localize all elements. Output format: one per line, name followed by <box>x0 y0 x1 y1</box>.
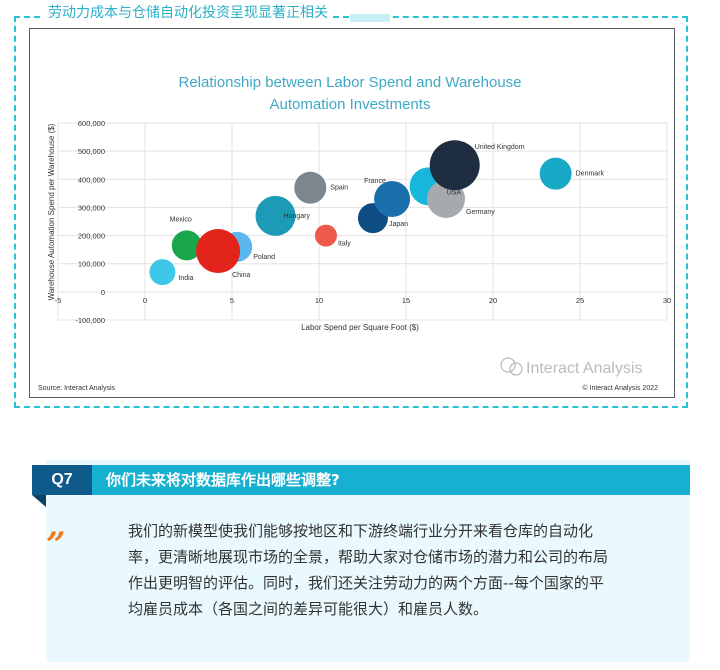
x-tick-label: 20 <box>489 296 497 305</box>
y-tick-label: 500,000 <box>78 147 105 156</box>
answer-text: 我们的新模型使我们能够按地区和下游终端行业分开来看仓库的自动化 率，更清晰地展现… <box>128 518 678 622</box>
question-text: 你们未来将对数据库作出哪些调整? <box>106 471 340 489</box>
x-axis-label: Labor Spend per Square Foot ($) <box>301 323 419 332</box>
x-axis-ticks: -5 0 5 10 15 20 25 30 <box>55 296 672 305</box>
watermark: Interact Analysis <box>500 357 643 377</box>
bubble-hungary <box>255 195 296 236</box>
x-tick-label: 0 <box>143 296 147 305</box>
question-badge: Q7 <box>32 465 92 495</box>
bubble-label: France <box>364 178 386 185</box>
bubble-spain <box>294 171 327 204</box>
bubble-china <box>196 229 241 274</box>
bubble-chart: Relationship between Labor Spend and War… <box>38 74 672 392</box>
x-tick-label: 10 <box>315 296 323 305</box>
chart-title-line-2: Automation Investments <box>270 96 431 113</box>
chart-container: Relationship between Labor Spend and War… <box>29 28 675 398</box>
x-tick-label: 15 <box>402 296 410 305</box>
chart-copyright: © Interact Analysis 2022 <box>582 384 658 392</box>
bubble-label: Hungary <box>284 213 311 220</box>
answer-line: 率，更清晰地展现市场的全景，帮助大家对仓储市场的潜力和公司的布局 <box>128 548 609 566</box>
y-tick-label: 100,000 <box>78 260 105 269</box>
quote-mark-icon: ” <box>46 525 66 565</box>
bubble-label: United Kingdom <box>475 144 525 151</box>
y-axis-label: Warehouse Automation Spend per Warehouse… <box>47 123 56 300</box>
bubble-label: Spain <box>330 185 348 192</box>
y-axis-ticks: -100,000 0 100,000 200,000 300,000 400,000 500… <box>75 119 105 325</box>
bubble-denmark <box>539 157 572 190</box>
chart-source: Source: Interact Analysis <box>38 385 116 392</box>
answer-line: 均雇员成本（各国之间的差异可能很大）和雇员人数。 <box>128 600 489 618</box>
bubble-label: USA <box>447 189 462 196</box>
bubbles <box>149 140 572 286</box>
answer-line: 我们的新模型使我们能够按地区和下游终端行业分开来看仓库的自动化 <box>128 522 594 540</box>
y-tick-label: 200,000 <box>78 232 105 241</box>
x-tick-label: 5 <box>230 296 234 305</box>
question-bar <box>92 465 690 495</box>
bubble-label: Italy <box>338 241 351 248</box>
chart-title-line-1: Relationship between Labor Spend and War… <box>178 74 521 91</box>
bubble-labels: India Mexico Poland China Italy Hungary Spain J… <box>170 144 605 282</box>
bubble-label: Poland <box>253 254 275 261</box>
bubble-label: China <box>232 272 250 279</box>
badge-fold <box>32 495 46 507</box>
title-accent-bar <box>350 14 390 22</box>
bubble-united-kingdom <box>429 140 480 191</box>
y-tick-label: 600,000 <box>78 119 105 128</box>
section-title: 劳动力成本与仓储自动化投资呈现显著正相关 <box>44 2 332 22</box>
bubble-label: Mexico <box>170 216 192 223</box>
bubble-label: Denmark <box>576 171 605 178</box>
bubble-label: Germany <box>466 209 495 216</box>
y-tick-label: 400,000 <box>78 175 105 184</box>
y-tick-label: 300,000 <box>78 203 105 212</box>
watermark-text: Interact Analysis <box>526 360 643 377</box>
x-tick-label: 30 <box>663 296 671 305</box>
bubble-mexico <box>171 230 202 261</box>
x-tick-label: 25 <box>576 296 584 305</box>
x-tick-label: -5 <box>55 296 62 305</box>
bubble-india <box>149 259 176 286</box>
gridlines <box>57 122 668 321</box>
bubble-italy <box>314 224 337 247</box>
bubble-label: India <box>178 275 193 282</box>
answer-line: 作出更明智的评估。同时，我们还关注劳动力的两个方面--每个国家的平 <box>128 574 604 592</box>
y-tick-label: -100,000 <box>75 316 105 325</box>
y-tick-label: 0 <box>101 288 105 297</box>
bubble-france <box>374 180 411 217</box>
bubble-label: Japan <box>389 221 408 228</box>
